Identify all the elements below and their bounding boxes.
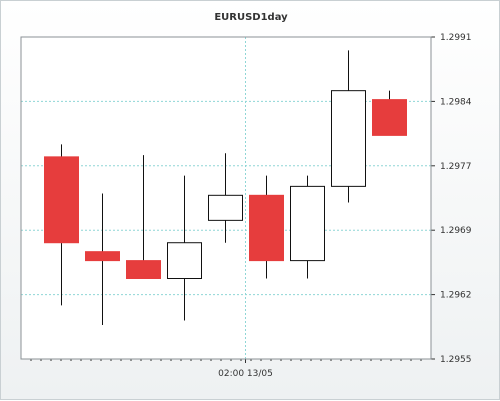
candle-body-bull <box>167 242 202 280</box>
y-tick-label: 1.2955 <box>440 355 472 365</box>
y-tick-label: 1.2984 <box>440 97 472 107</box>
chart-title: EURUSD1day <box>214 12 288 23</box>
candle-body-bear <box>372 99 407 136</box>
y-tick-label: 1.2962 <box>440 291 472 301</box>
candle-body-bull <box>290 185 325 262</box>
candle-body-bull <box>208 194 243 221</box>
candle-body-bear <box>85 251 120 262</box>
candle-body-bear <box>126 260 161 280</box>
candle-body-bear <box>249 194 284 262</box>
y-tick-label: 1.2977 <box>440 162 472 172</box>
x-tick-label: 02:00 13/05 <box>218 369 273 379</box>
candle-body-bear <box>44 156 79 244</box>
y-tick-label: 1.2969 <box>440 226 472 236</box>
candle-body-bull <box>331 90 366 187</box>
plot-border <box>20 36 432 360</box>
y-tick-label: 1.2991 <box>440 33 472 43</box>
